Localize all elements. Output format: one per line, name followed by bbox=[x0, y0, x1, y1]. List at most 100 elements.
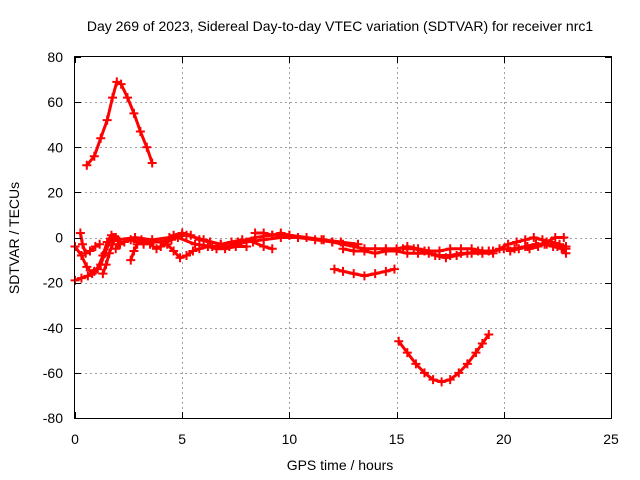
series-line bbox=[397, 333, 491, 384]
data-point bbox=[129, 246, 139, 256]
data-point bbox=[250, 228, 260, 238]
data-point bbox=[503, 239, 513, 249]
data-point bbox=[327, 237, 337, 247]
y-tick-label: 60 bbox=[47, 94, 63, 110]
series-arc-rise-1 bbox=[98, 233, 121, 279]
data-point bbox=[169, 230, 179, 240]
data-point bbox=[85, 246, 95, 256]
data-point bbox=[139, 237, 149, 247]
data-point bbox=[349, 246, 359, 256]
data-point bbox=[96, 133, 106, 143]
data-point bbox=[113, 235, 123, 245]
data-point bbox=[473, 246, 483, 256]
data-point bbox=[259, 228, 269, 238]
data-point bbox=[83, 271, 93, 281]
x-tick-label: 20 bbox=[496, 431, 512, 447]
series-arc-low-15h bbox=[329, 264, 399, 281]
data-point bbox=[548, 242, 558, 252]
y-tick-label: -60 bbox=[43, 365, 63, 381]
data-point bbox=[190, 239, 200, 249]
data-point bbox=[317, 235, 327, 245]
data-point bbox=[284, 230, 294, 240]
series-layer bbox=[70, 77, 571, 387]
data-point bbox=[129, 108, 139, 118]
data-point bbox=[359, 246, 369, 256]
data-point bbox=[123, 93, 133, 103]
data-point bbox=[89, 266, 99, 276]
data-point bbox=[555, 239, 565, 249]
y-tick-label: 80 bbox=[47, 49, 63, 65]
x-tick-label: 5 bbox=[178, 431, 186, 447]
data-point bbox=[111, 244, 121, 254]
grid-layer bbox=[75, 57, 611, 418]
data-point bbox=[520, 235, 530, 245]
data-point bbox=[76, 273, 86, 283]
data-point bbox=[462, 359, 472, 369]
data-point bbox=[471, 348, 481, 358]
data-point bbox=[162, 239, 172, 249]
data-point bbox=[135, 126, 145, 136]
data-point bbox=[533, 242, 543, 252]
data-point bbox=[542, 237, 552, 247]
data-point bbox=[495, 244, 505, 254]
data-point bbox=[169, 246, 179, 256]
data-point bbox=[559, 233, 569, 242]
data-point bbox=[557, 244, 567, 254]
data-point bbox=[194, 235, 204, 245]
data-point bbox=[259, 242, 269, 252]
data-point bbox=[203, 242, 213, 252]
data-point bbox=[338, 266, 348, 276]
data-point bbox=[104, 248, 114, 258]
y-tick-label: -80 bbox=[43, 410, 63, 426]
data-point bbox=[89, 151, 99, 161]
data-point bbox=[237, 235, 247, 245]
data-point bbox=[95, 239, 105, 249]
data-point bbox=[82, 160, 92, 170]
x-tick-label: 15 bbox=[389, 431, 405, 447]
y-tick-label: 40 bbox=[47, 139, 63, 155]
data-point bbox=[441, 253, 451, 263]
data-point bbox=[130, 233, 140, 242]
data-point bbox=[452, 251, 462, 261]
data-point bbox=[267, 230, 277, 240]
y-axis-title: SDTVAR / TECUs bbox=[6, 182, 22, 294]
data-point bbox=[329, 264, 339, 274]
data-point bbox=[293, 233, 303, 242]
data-point bbox=[402, 248, 412, 258]
data-point bbox=[428, 375, 438, 385]
data-point bbox=[338, 244, 348, 254]
data-point bbox=[220, 244, 230, 254]
data-point bbox=[78, 239, 88, 249]
data-point bbox=[402, 348, 412, 358]
data-point bbox=[477, 339, 487, 349]
x-tick-label: 25 bbox=[603, 431, 619, 447]
data-point bbox=[398, 244, 408, 254]
data-point bbox=[132, 239, 142, 249]
data-point bbox=[186, 230, 196, 240]
data-point bbox=[216, 239, 226, 249]
data-point bbox=[147, 158, 157, 168]
series-arc-late-6 bbox=[525, 233, 569, 254]
data-point bbox=[242, 242, 252, 252]
data-point bbox=[82, 262, 92, 272]
data-point bbox=[108, 239, 118, 249]
data-point bbox=[116, 79, 126, 89]
data-point bbox=[188, 246, 198, 256]
data-point bbox=[462, 248, 472, 258]
x-tick-label: 0 bbox=[71, 431, 79, 447]
data-point bbox=[512, 237, 522, 247]
tick-layer: 0 5 10 15 20 25 -80 -60 -40 -20 0 20 40 60 80 bbox=[43, 49, 619, 447]
data-point bbox=[267, 244, 277, 254]
y-tick-label: 0 bbox=[55, 230, 63, 246]
series-arc-early-spike bbox=[75, 228, 105, 258]
series-arc-mid-5 bbox=[169, 228, 277, 254]
data-point bbox=[166, 235, 176, 245]
series-line bbox=[85, 80, 154, 167]
data-point bbox=[276, 228, 286, 238]
y-tick-label: -20 bbox=[43, 275, 63, 291]
data-point bbox=[419, 246, 429, 256]
data-point bbox=[394, 336, 404, 346]
data-point bbox=[525, 244, 535, 254]
data-point bbox=[370, 269, 380, 279]
data-point bbox=[177, 228, 187, 238]
